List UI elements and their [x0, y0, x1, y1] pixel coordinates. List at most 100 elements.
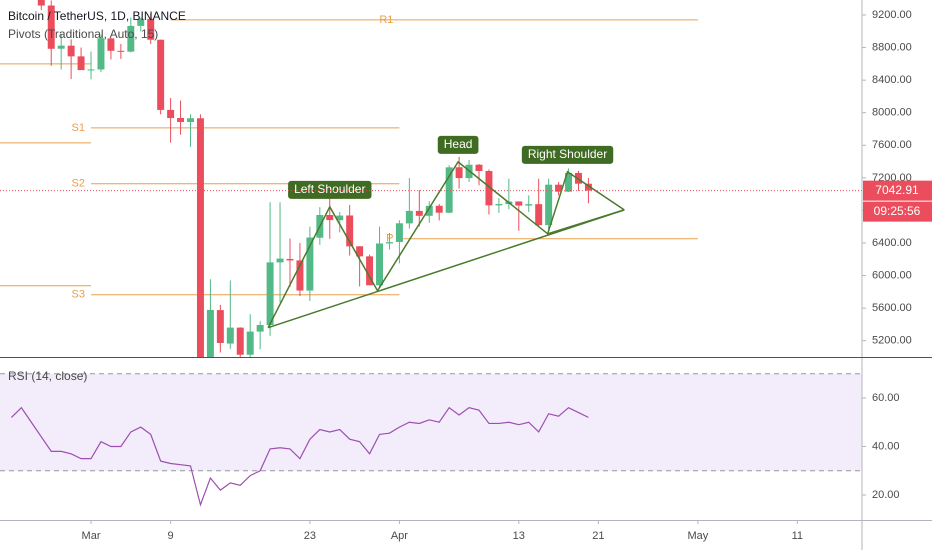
candle-body: [167, 109, 175, 118]
candle-body: [376, 243, 384, 286]
rsi-y-tick-label: 60.00: [872, 392, 900, 404]
candle-body: [77, 56, 85, 71]
candle-body: [525, 204, 533, 206]
candle-body: [475, 164, 483, 172]
candle-body: [256, 324, 264, 332]
candle-body: [196, 118, 204, 357]
candle-body: [565, 172, 573, 192]
candle-body: [385, 242, 393, 244]
annotation-box: [288, 180, 372, 199]
candle-body: [415, 210, 423, 216]
candle-body: [236, 327, 244, 355]
candle-body: [97, 38, 105, 70]
candle-body: [366, 256, 374, 286]
y-tick-label: 9200.00: [872, 9, 912, 21]
candle-body: [47, 5, 55, 49]
candle-body: [276, 258, 284, 263]
candle-body: [266, 262, 274, 325]
annotation-box: [521, 145, 614, 164]
annotation-box: [437, 135, 479, 154]
rsi-y-tick-label: 20.00: [872, 489, 900, 501]
pattern-line: [267, 160, 625, 329]
candle-body: [425, 205, 433, 216]
x-tick-label: 11: [792, 530, 803, 542]
candle-body: [296, 260, 304, 291]
candle-body: [326, 214, 334, 221]
candle-body: [216, 310, 224, 343]
candle-body: [226, 327, 234, 344]
rsi-label: RSI (14, close): [8, 369, 87, 383]
candle-body: [346, 215, 354, 247]
candle-body: [336, 215, 344, 221]
pattern-line: [547, 209, 625, 235]
pivot-label: S1: [72, 122, 85, 134]
candle-body: [555, 184, 563, 192]
y-tick-label: 8400.00: [872, 74, 912, 86]
rsi-pane: [0, 373, 862, 507]
candle-body: [584, 183, 592, 191]
candle-body: [356, 246, 364, 257]
candle-body: [37, 0, 45, 6]
x-tick-label: 9: [168, 530, 174, 542]
countdown-box: [863, 201, 932, 222]
rsi-y-tick-label: 40.00: [872, 440, 900, 452]
y-tick-label: 5200.00: [872, 335, 912, 347]
candle-body: [157, 39, 165, 110]
rsi-band: [0, 373, 862, 471]
candle-body: [87, 69, 95, 71]
x-tick-label: 21: [592, 530, 604, 542]
candle-body: [485, 171, 493, 206]
pivot-label: R1: [379, 14, 393, 26]
candle-body: [455, 167, 463, 179]
pivot-label: S2: [72, 178, 85, 190]
candle-body: [67, 45, 75, 57]
candle-body: [187, 118, 194, 122]
y-tick-label: 5600.00: [872, 302, 912, 314]
x-tick-label: 23: [304, 530, 316, 542]
y-tick-label: 7600.00: [872, 139, 912, 151]
candle-body: [107, 38, 115, 51]
last-price-label: 7042.91: [875, 183, 919, 197]
chart-title: Bitcoin / TetherUS, 1D, BINANCE: [8, 9, 186, 23]
candle-body: [177, 117, 185, 122]
candle-body: [57, 45, 65, 49]
candle-body: [286, 258, 294, 261]
annotation-label: Right Shoulder: [528, 147, 607, 161]
overlay: Bitcoin / TetherUS, 1D, BINANCE Pivots (…: [8, 9, 186, 383]
candle-body: [515, 201, 523, 206]
candle-body: [445, 167, 453, 213]
x-tick-label: Apr: [391, 530, 408, 542]
candle-body: [405, 210, 413, 224]
candle-body: [535, 204, 543, 226]
y-tick-label: 8000.00: [872, 107, 912, 119]
y-tick-label: 6000.00: [872, 269, 912, 281]
candle-body: [435, 205, 443, 213]
annotation-label: Left Shoulder: [294, 182, 365, 196]
candle-body: [545, 184, 553, 226]
rsi-line: [11, 406, 589, 507]
pivot-label: S3: [72, 289, 85, 301]
pattern-line: [267, 209, 625, 329]
y-tick-label: 6400.00: [872, 237, 912, 249]
candle-body: [246, 331, 254, 355]
candle-body: [495, 204, 503, 206]
candle-body: [206, 309, 214, 357]
candle-body: [147, 18, 155, 40]
x-tick-label: Mar: [82, 530, 101, 542]
last-price-box: [863, 180, 932, 201]
candle-body: [395, 223, 403, 243]
candle-body: [117, 50, 125, 52]
countdown-label: 09:25:56: [874, 204, 921, 218]
candle-body: [306, 237, 314, 291]
annotation-label: Head: [444, 137, 473, 151]
candle-body: [127, 25, 135, 52]
indicator-label: Pivots (Traditional, Auto, 15): [8, 27, 158, 41]
candle-body: [137, 18, 145, 26]
x-tick-label: 13: [513, 530, 525, 542]
y-tick-label: 8800.00: [872, 41, 912, 53]
x-tick-label: May: [687, 530, 708, 542]
